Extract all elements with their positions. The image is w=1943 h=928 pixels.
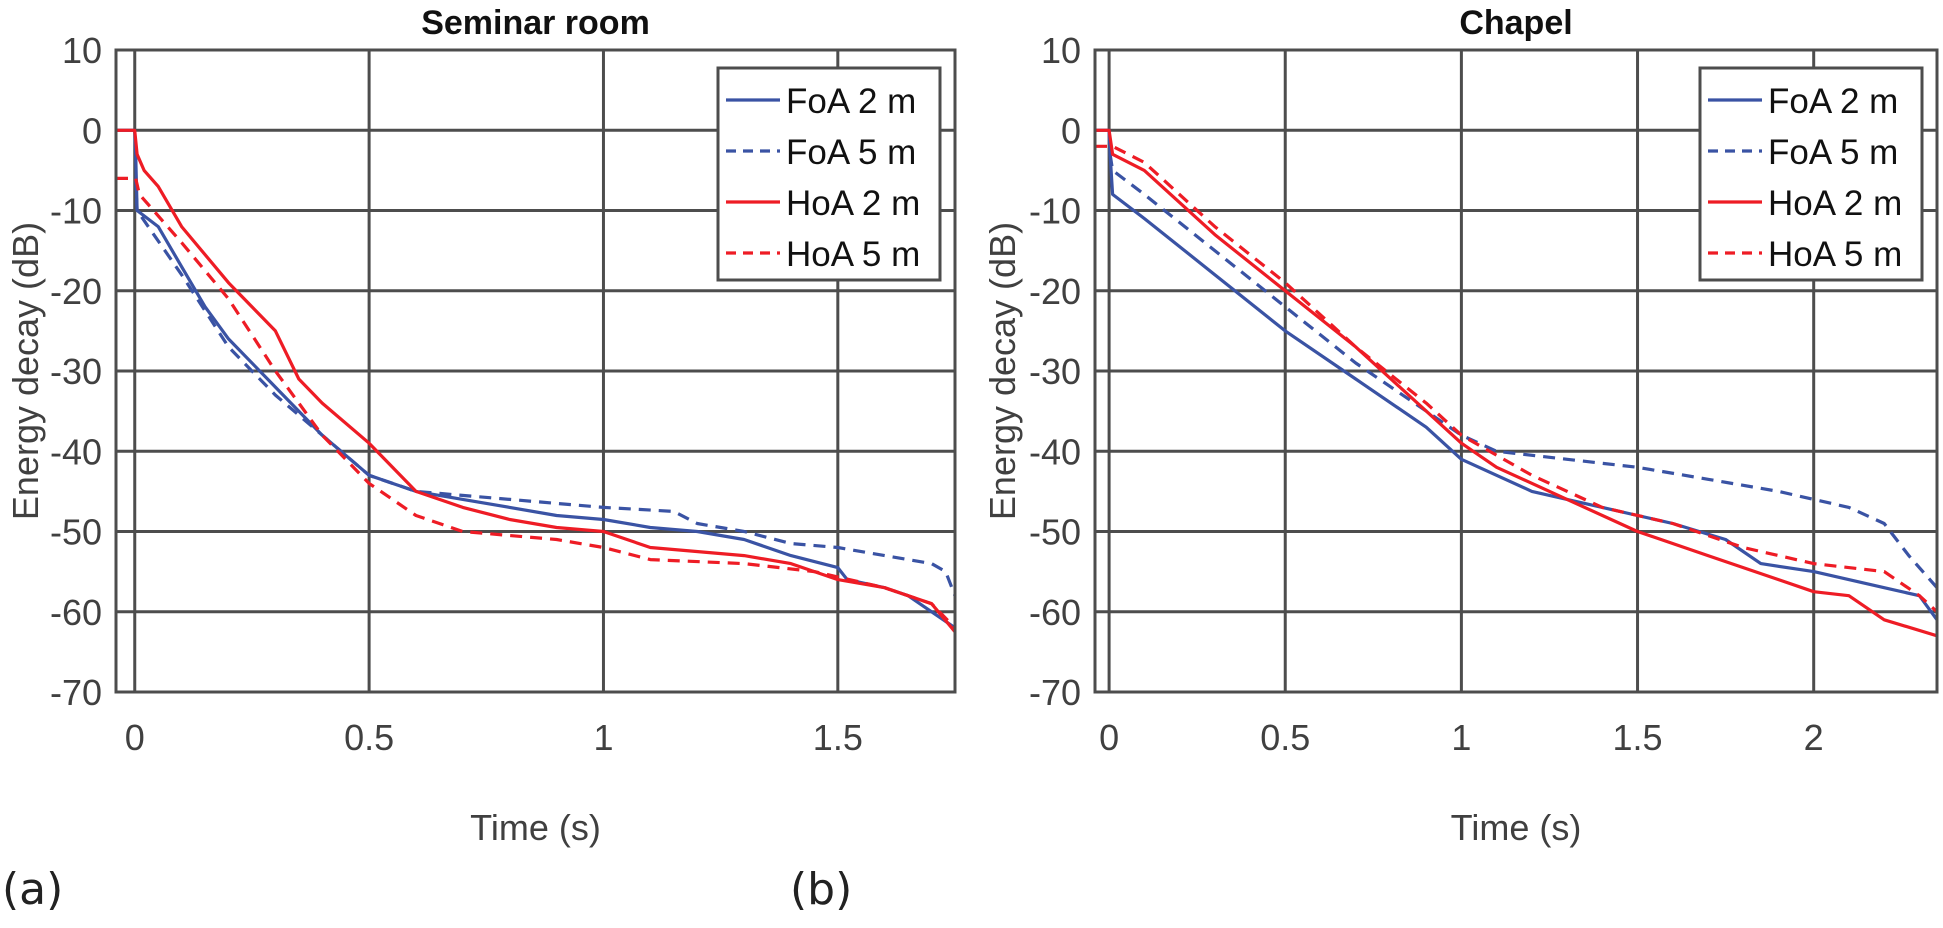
y-tick-label: 10	[62, 30, 102, 71]
x-axis-label: Time (s)	[1451, 807, 1582, 848]
series-line-hoa-5-m	[116, 176, 955, 629]
x-tick-label: 0.5	[1260, 717, 1310, 758]
y-tick-label: -40	[1029, 431, 1081, 472]
y-tick-label: -10	[1029, 191, 1081, 232]
y-axis-label: Energy decay (dB)	[982, 222, 1023, 520]
y-tick-label: 10	[1041, 30, 1081, 71]
series-line-foa-2-m	[1095, 128, 1937, 621]
legend-entry: FoA 5 m	[786, 133, 916, 172]
y-tick-label: 0	[82, 110, 102, 151]
y-tick-label: -20	[50, 271, 102, 312]
y-tick-label: -60	[1029, 592, 1081, 633]
legend-entry: FoA 5 m	[1768, 133, 1898, 172]
legend-entry: FoA 2 m	[786, 82, 916, 121]
legend-box	[1698, 66, 1924, 282]
y-axis-label: Energy decay (dB)	[5, 222, 46, 520]
axes-frame	[114, 48, 957, 694]
axes-frame	[1093, 48, 1939, 694]
series-line-hoa-2-m	[1095, 128, 1937, 638]
y-tick-label: -50	[1029, 512, 1081, 553]
chart-title: Seminar room	[421, 4, 650, 42]
series-line-foa-5-m	[134, 178, 955, 597]
y-tick-label: -10	[50, 191, 102, 232]
x-tick-label: 1.5	[813, 717, 863, 758]
chart-panel-2: 10 0 -10 -20 -30 -40 -50 -60 -70 0 0.5 1 1.5 2 Chapel T…	[790, 4, 1939, 915]
legend: FoA 2 m FoA 5 m HoA 2 m HoA 5 m	[1698, 66, 1924, 282]
y-tick-label: -30	[50, 351, 102, 392]
series-line-foa-2-m	[116, 128, 955, 630]
legend-box	[716, 66, 942, 282]
x-tick-label: 1	[593, 717, 613, 758]
y-tick-label: -60	[50, 592, 102, 633]
x-axis-label: Time (s)	[470, 807, 601, 848]
series-line-hoa-2-m	[116, 128, 955, 633]
y-tick-label: -30	[1029, 351, 1081, 392]
y-tick-label: -70	[1029, 672, 1081, 713]
chart-title: Chapel	[1459, 4, 1572, 42]
x-tick-label: 1	[1451, 717, 1471, 758]
legend-entry: HoA 5 m	[786, 235, 920, 274]
x-tick-label: 0	[125, 717, 145, 758]
series-line-hoa-5-m	[1095, 144, 1937, 613]
x-tick-label: 0	[1099, 717, 1119, 758]
y-tick-label: -50	[50, 512, 102, 553]
y-tick-label: -70	[50, 672, 102, 713]
x-tick-label: 1.5	[1613, 717, 1663, 758]
legend-entry: HoA 2 m	[1768, 184, 1902, 223]
panel-label: (b)	[790, 864, 852, 915]
panel-label: (a)	[2, 864, 63, 915]
chart-panel-1: 10 0 -10 -20 -30 -40 -50 -60 -70 0 0.5 1 1.5 Seminar …	[2, 4, 957, 915]
y-tick-label: -20	[1029, 271, 1081, 312]
legend: FoA 2 m FoA 5 m HoA 2 m HoA 5 m	[716, 66, 942, 282]
legend-entry: FoA 2 m	[1768, 82, 1898, 121]
x-tick-label: 2	[1804, 717, 1824, 758]
series-line-foa-5-m	[1108, 154, 1937, 589]
legend-entry: HoA 2 m	[786, 184, 920, 223]
x-tick-label: 0.5	[344, 717, 394, 758]
y-tick-label: 0	[1061, 110, 1081, 151]
y-tick-label: -40	[50, 431, 102, 472]
legend-entry: HoA 5 m	[1768, 235, 1902, 274]
